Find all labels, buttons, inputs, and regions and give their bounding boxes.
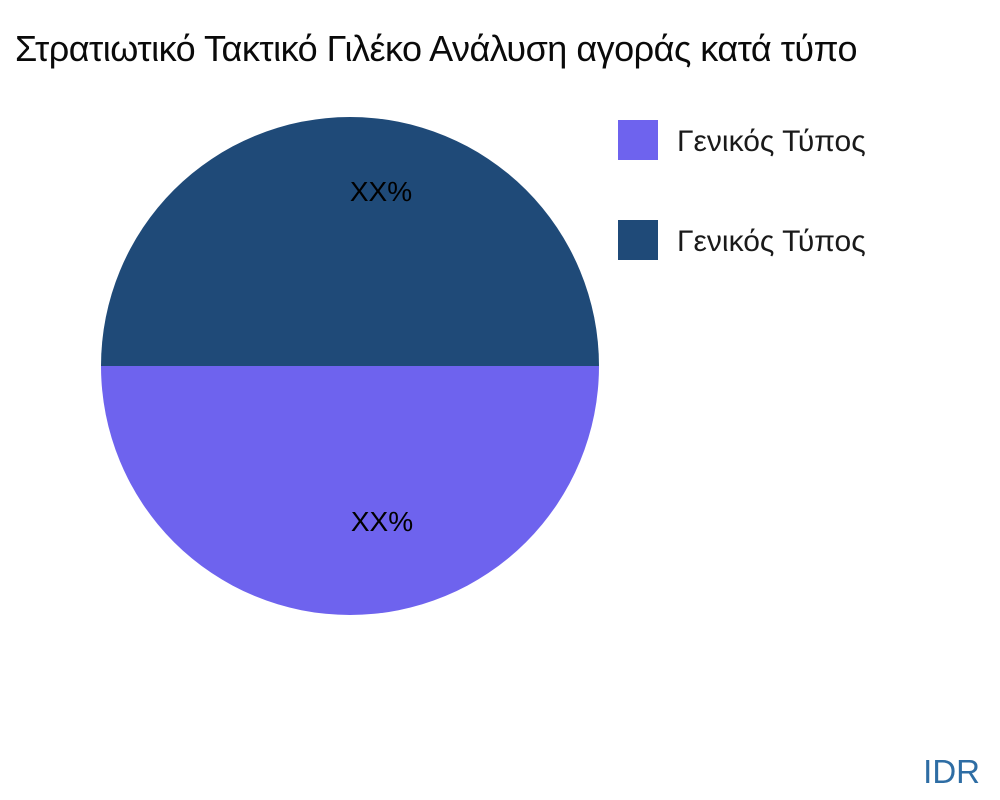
pie-slice-bottom — [101, 366, 599, 615]
pie-label-top: XX% — [350, 176, 412, 207]
pie-label-bottom: XX% — [351, 506, 413, 537]
watermark-text: IDR — [923, 753, 980, 790]
legend: Γενικός Τύπος Γενικός Τύπος — [618, 120, 866, 260]
pie-slice-top — [101, 117, 599, 366]
legend-swatch-1 — [618, 120, 658, 160]
legend-swatch-2 — [618, 220, 658, 260]
legend-label-1: Γενικός Τύπος — [677, 125, 866, 158]
legend-label-2: Γενικός Τύπος — [677, 225, 866, 258]
chart-title: Στρατιωτικό Τακτικό Γιλέκο Ανάλυση αγορά… — [15, 28, 857, 69]
